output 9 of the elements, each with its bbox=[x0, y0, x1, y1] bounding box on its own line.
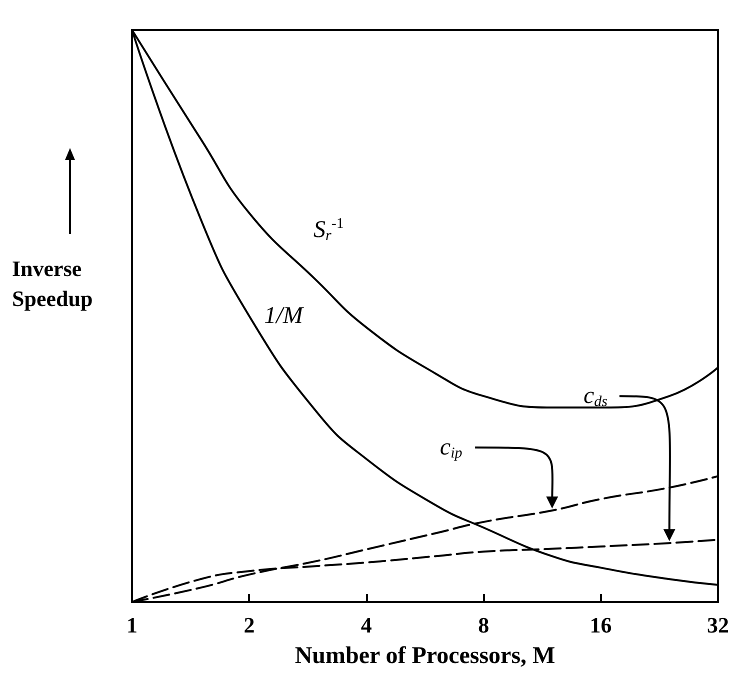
x-tick-label: 2 bbox=[244, 612, 255, 638]
x-tick-label: 16 bbox=[590, 612, 612, 638]
x-tick-label: 32 bbox=[707, 612, 729, 638]
x-axis-title: Number of Processors, M bbox=[294, 643, 556, 669]
x-tick-label: 4 bbox=[360, 612, 372, 638]
series-label: 1/M bbox=[264, 303, 305, 329]
x-tick-label: 1 bbox=[126, 612, 138, 638]
x-tick-label: 8 bbox=[478, 612, 490, 638]
y-axis-title: Inverse Speedup bbox=[12, 255, 94, 313]
